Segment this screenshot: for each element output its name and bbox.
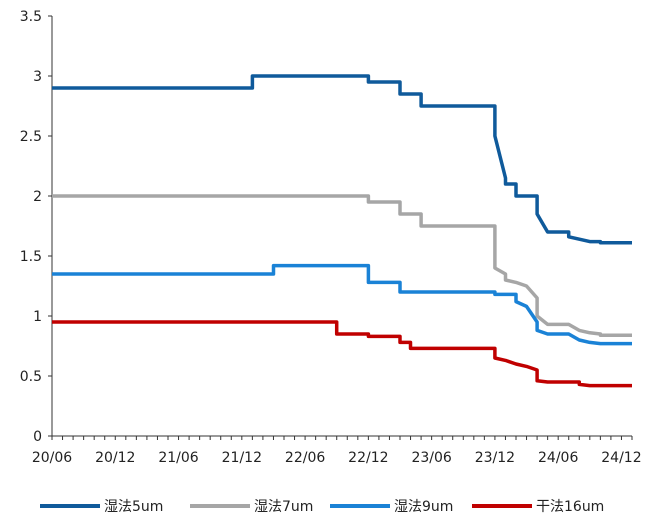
y-tick-label: 2.5 (20, 129, 42, 145)
y-tick-label: 3 (33, 69, 42, 85)
y-tick-label: 1 (33, 309, 42, 325)
y-tick-label: 1.5 (20, 249, 42, 265)
series-lines (52, 74, 632, 388)
legend-label: 湿法9um (394, 499, 453, 515)
x-tick-label: 22/06 (285, 450, 325, 466)
y-tick-label: 0.5 (20, 369, 42, 385)
y-tick-label: 3.5 (20, 9, 42, 25)
legend-label: 干法16um (536, 499, 604, 515)
series-line (52, 263, 632, 346)
legend-label: 湿法7um (254, 499, 313, 515)
x-tick-label: 20/06 (32, 450, 72, 466)
y-tick-label: 2 (33, 189, 42, 205)
series-line (52, 320, 632, 388)
x-tick-label: 24/12 (601, 450, 641, 466)
y-tick-label: 0 (33, 429, 42, 445)
series-line (52, 194, 632, 337)
legend-label: 湿法5um (104, 499, 163, 515)
axes (51, 16, 632, 437)
series-line (52, 74, 632, 245)
x-tick-label: 21/06 (158, 450, 198, 466)
x-tick-label: 22/12 (348, 450, 388, 466)
x-tick-label: 21/12 (222, 450, 262, 466)
x-tick-label: 23/12 (475, 450, 515, 466)
ticks: 0 0.5 1 1.5 2 2.5 3 3.5 20/06 20/12 21/06 21/12 22/0… (20, 9, 642, 466)
x-tick-label: 23/06 (411, 450, 451, 466)
legend: 湿法5um 湿法7um 湿法9um 干法16um (40, 499, 604, 515)
x-tick-label: 24/06 (538, 450, 578, 466)
x-tick-label: 20/12 (95, 450, 135, 466)
